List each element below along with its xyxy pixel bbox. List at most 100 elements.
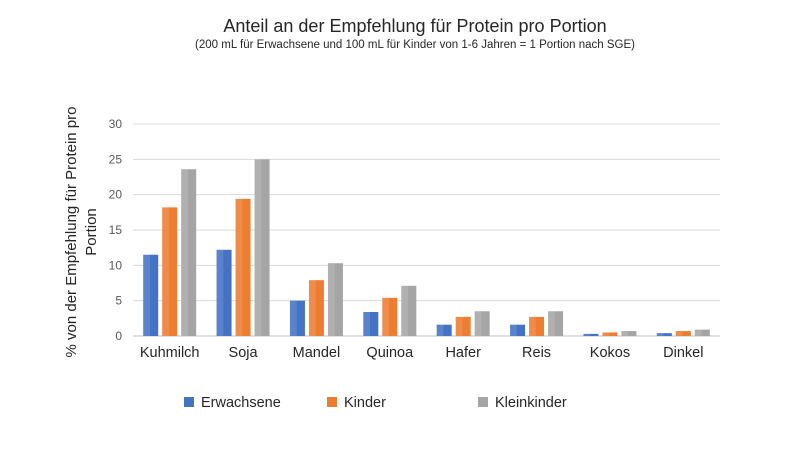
category-label: Reis (522, 345, 551, 361)
bar-group (327, 263, 343, 336)
bar (382, 297, 398, 336)
legend-swatch (327, 397, 337, 407)
bar (436, 324, 452, 336)
bar-group (602, 332, 618, 336)
bar-group (510, 324, 526, 336)
y-tick-label: 5 (115, 294, 122, 308)
bar-highlight (621, 331, 629, 336)
bar (181, 169, 197, 336)
bar (235, 198, 251, 336)
legend-swatch (184, 397, 194, 407)
bar-highlight (583, 333, 591, 336)
bar-group (656, 333, 672, 336)
bar-group (436, 324, 452, 336)
y-tick-label: 20 (109, 188, 123, 202)
category-label: Hafer (445, 345, 481, 361)
bar (455, 316, 471, 336)
category-label: Kokos (590, 345, 630, 361)
category-label: Soja (229, 345, 259, 361)
bar-highlight (474, 311, 482, 336)
bar-highlight (254, 159, 262, 336)
bar-group (583, 333, 599, 336)
bar-highlight (436, 324, 444, 336)
bar-group (143, 254, 159, 336)
bar-highlight (675, 331, 683, 336)
bar-highlight (216, 249, 224, 336)
category-label: Quinoa (366, 345, 414, 361)
bar (289, 300, 305, 336)
category-label: Dinkel (663, 345, 703, 361)
bar-group (621, 331, 637, 336)
bar-highlight (602, 332, 610, 336)
y-axis-ticks: 0 5 10 15 20 25 30 (109, 117, 123, 343)
bar-group (548, 311, 564, 336)
bar-group (235, 198, 251, 336)
legend-label: Erwachsene (201, 395, 281, 411)
legend: Erwachsene Kinder Kleinkinder (184, 395, 567, 411)
y-axis-label-line: Portion (83, 208, 100, 256)
bar (548, 311, 564, 336)
bar-highlight (235, 198, 243, 336)
bar-highlight (694, 329, 702, 336)
bar-group (382, 297, 398, 336)
bar (474, 311, 490, 336)
bar-group (162, 207, 178, 336)
legend-label: Kinder (344, 395, 386, 411)
bar-group (675, 331, 691, 336)
bar-group (254, 159, 270, 336)
bar-highlight (510, 324, 517, 336)
chart-subtitle: (200 mL für Erwachsene und 100 mL für Ki… (195, 39, 635, 51)
bar (675, 331, 691, 336)
bar (602, 332, 618, 336)
bar-group (363, 311, 379, 336)
bar-group (529, 316, 545, 336)
bar-group (308, 280, 324, 336)
y-tick-label: 25 (109, 152, 123, 166)
bar-highlight (656, 333, 664, 336)
bar-highlight (529, 316, 536, 336)
bar (363, 311, 379, 336)
y-tick-label: 0 (115, 329, 122, 343)
bar (583, 333, 599, 336)
legend-swatch (478, 397, 488, 407)
y-axis-label: % von der Empfehlung für Protein pro Port… (63, 107, 100, 358)
y-tick-label: 30 (109, 117, 123, 131)
bar-group (289, 300, 305, 336)
bar-highlight (401, 285, 409, 336)
bar (529, 316, 545, 336)
bar-highlight (363, 311, 371, 336)
category-label: Mandel (293, 345, 341, 361)
bar (254, 159, 270, 336)
bar-highlight (143, 254, 150, 336)
bar-group (181, 169, 197, 336)
bar-highlight (308, 280, 316, 336)
bar (216, 249, 232, 336)
bar-highlight (289, 300, 297, 336)
chart-title: Anteil an der Empfehlung für Protein pro… (223, 16, 607, 36)
bar (162, 207, 178, 336)
bar-group (694, 329, 710, 336)
y-tick-label: 10 (109, 258, 123, 272)
bars (143, 159, 710, 336)
bar (656, 333, 672, 336)
bar-group (401, 285, 417, 336)
bar-highlight (548, 311, 555, 336)
bar-highlight (162, 207, 169, 336)
y-axis-label: % von der Empfehlung für Protein pro Port… (63, 107, 100, 358)
x-axis-categories: Kuhmilch Soja Mandel Quinoa Hafer Reis Kokos Di… (140, 345, 704, 361)
bar (401, 285, 417, 336)
y-tick-label: 15 (109, 223, 123, 237)
bar-highlight (181, 169, 188, 336)
bar (621, 331, 637, 336)
bar (510, 324, 526, 336)
y-axis-label-line: % von der Empfehlung für Protein pro (63, 107, 80, 358)
bar-group (455, 316, 471, 336)
bar-highlight (327, 263, 335, 336)
bar-highlight (382, 297, 390, 336)
legend-label: Kleinkinder (495, 395, 567, 411)
bar (327, 263, 343, 336)
bar-highlight (455, 316, 463, 336)
bar (308, 280, 324, 336)
bar-group (474, 311, 490, 336)
